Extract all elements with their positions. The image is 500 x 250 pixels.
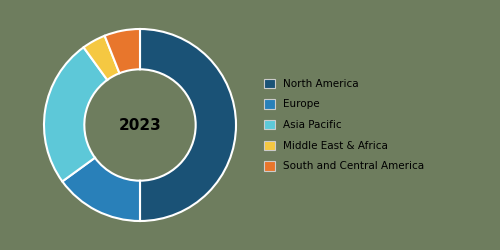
Wedge shape [62, 158, 140, 221]
Legend: North America, Europe, Asia Pacific, Middle East & Africa, South and Central Ame: North America, Europe, Asia Pacific, Mid… [264, 78, 424, 172]
Wedge shape [140, 29, 236, 221]
Wedge shape [104, 29, 140, 73]
Wedge shape [84, 36, 120, 80]
Wedge shape [44, 47, 108, 181]
Text: 2023: 2023 [118, 118, 162, 132]
